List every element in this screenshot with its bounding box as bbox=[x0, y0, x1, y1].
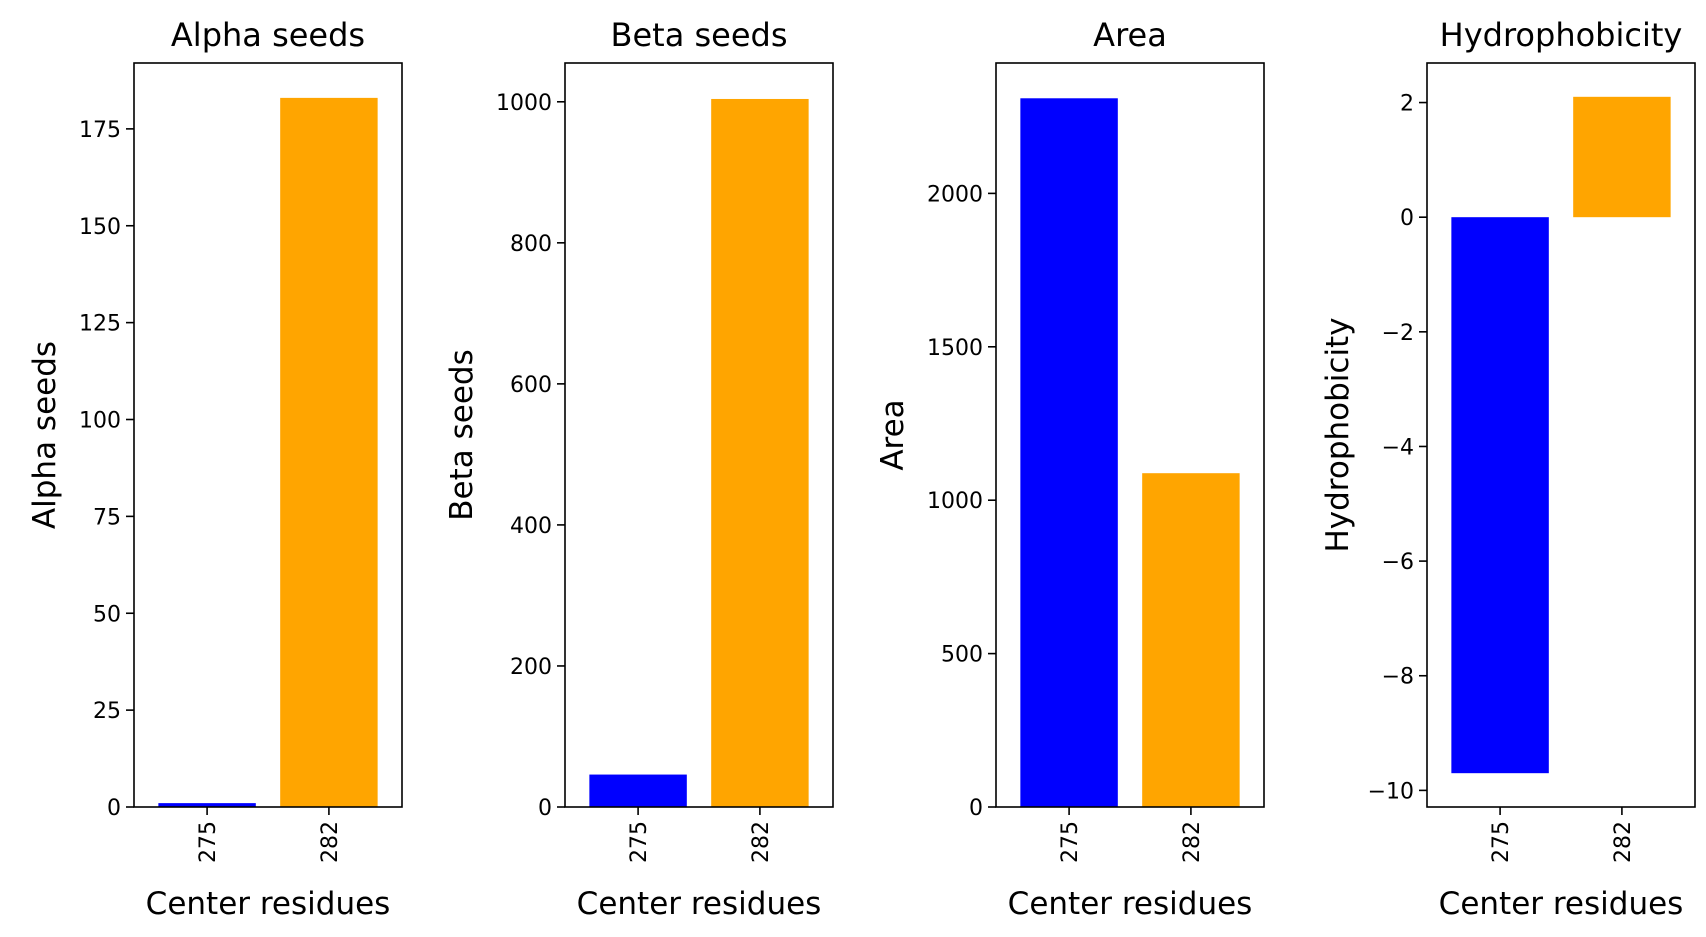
chart-title: Beta seeds bbox=[611, 16, 788, 54]
y-tick-label: 500 bbox=[941, 643, 983, 668]
bar-275 bbox=[1451, 217, 1549, 774]
y-tick-label: 1000 bbox=[496, 91, 552, 116]
plot-frame bbox=[133, 62, 403, 808]
x-tick-label: 282 bbox=[318, 821, 343, 863]
y-tick-label: 0 bbox=[969, 796, 983, 821]
x-axis-label: Center residues bbox=[577, 886, 822, 922]
plot-frame bbox=[564, 62, 834, 808]
y-tick-label: 125 bbox=[79, 312, 121, 337]
plot-frame bbox=[995, 62, 1265, 808]
y-tick-label: 50 bbox=[93, 602, 121, 627]
x-tick-label: 275 bbox=[196, 821, 221, 863]
y-tick-label: 0 bbox=[1400, 206, 1414, 231]
y-tick-label: 100 bbox=[79, 409, 121, 434]
y-tick-label: 800 bbox=[510, 232, 552, 257]
x-tick-label: 275 bbox=[1489, 821, 1514, 863]
y-tick-label: −2 bbox=[1382, 321, 1414, 346]
chart-panel-1: 0 25 50 75 100 125 150 175 275 282 Alpha seeds Cent… bbox=[27, 16, 403, 922]
y-tick-label: −4 bbox=[1382, 435, 1414, 460]
x-tick-label: 275 bbox=[627, 821, 652, 863]
x-axis-label: Center residues bbox=[146, 886, 391, 922]
y-tick-label: 200 bbox=[510, 655, 552, 680]
bar-275 bbox=[1020, 98, 1118, 807]
chart-title: Area bbox=[1093, 16, 1167, 54]
bar-282 bbox=[1142, 473, 1240, 807]
x-tick-label: 282 bbox=[1611, 821, 1636, 863]
y-axis-label: Alpha seeds bbox=[27, 341, 63, 529]
y-axis-label: Area bbox=[875, 399, 911, 470]
y-tick-label: −8 bbox=[1382, 665, 1414, 690]
plot-frame bbox=[1426, 62, 1696, 808]
y-tick-label: 75 bbox=[93, 505, 121, 530]
chart-panel-4: −10 −8 −6 −4 −2 0 2 275 282 Hydrophobicity Center … bbox=[1320, 16, 1696, 922]
y-axis-label: Beta seeds bbox=[444, 349, 480, 520]
y-tick-label: −10 bbox=[1368, 779, 1414, 804]
bar-282 bbox=[280, 97, 378, 807]
chart-panel-3: 0 500 1000 1500 2000 275 282 Area Center residue… bbox=[875, 16, 1265, 922]
y-tick-label: 1500 bbox=[927, 336, 983, 361]
y-tick-label: −6 bbox=[1382, 550, 1414, 575]
y-tick-label: 0 bbox=[538, 796, 552, 821]
y-tick-label: 25 bbox=[93, 699, 121, 724]
y-tick-label: 1000 bbox=[927, 489, 983, 514]
bar-282 bbox=[711, 98, 809, 807]
chart-title: Hydrophobicity bbox=[1440, 16, 1683, 54]
y-tick-label: 150 bbox=[79, 215, 121, 240]
y-tick-label: 2 bbox=[1400, 92, 1414, 117]
x-axis-label: Center residues bbox=[1439, 886, 1684, 922]
y-tick-label: 0 bbox=[107, 796, 121, 821]
y-tick-label: 175 bbox=[79, 118, 121, 143]
x-tick-label: 282 bbox=[1180, 821, 1205, 863]
x-tick-label: 282 bbox=[749, 821, 774, 863]
y-axis-label: Hydrophobicity bbox=[1320, 317, 1356, 552]
bar-275 bbox=[589, 774, 687, 807]
y-tick-label: 2000 bbox=[927, 182, 983, 207]
bar-275 bbox=[158, 803, 256, 807]
y-tick-label: 400 bbox=[510, 514, 552, 539]
chart-title: Alpha seeds bbox=[171, 16, 365, 54]
y-tick-label: 600 bbox=[510, 373, 552, 398]
bar-282 bbox=[1573, 96, 1671, 218]
x-axis-label: Center residues bbox=[1008, 886, 1253, 922]
chart-panel-2: 0 200 400 600 800 1000 275 282 Beta seeds Center … bbox=[444, 16, 834, 922]
x-tick-label: 275 bbox=[1058, 821, 1083, 863]
